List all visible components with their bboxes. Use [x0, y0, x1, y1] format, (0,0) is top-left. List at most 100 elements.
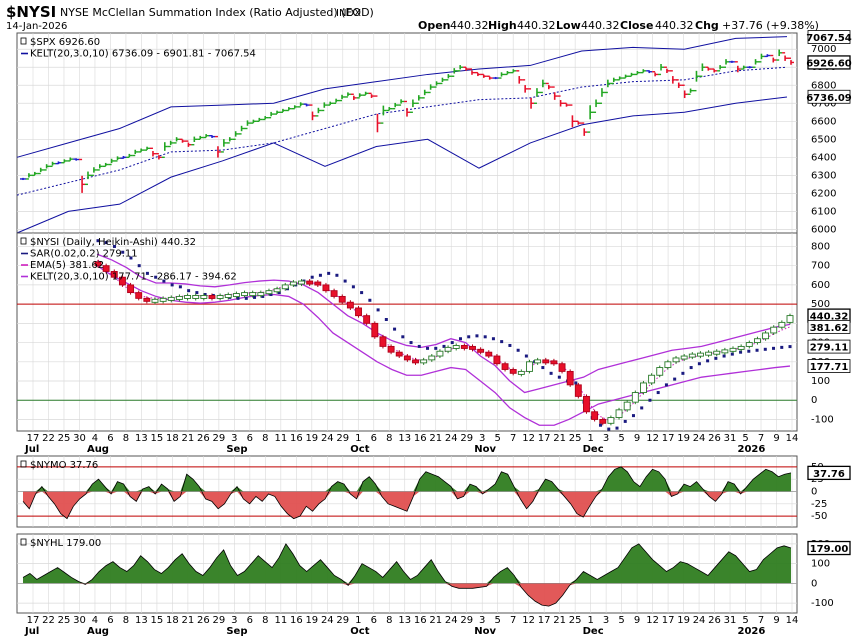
- sar-dot: [722, 354, 726, 358]
- legend-icon-nysi: [20, 237, 27, 245]
- x-day-label: 6: [247, 433, 253, 444]
- candle-body: [664, 361, 672, 369]
- chg-value: +37.76 (+9.38%): [722, 19, 819, 32]
- sar-dot: [112, 244, 116, 248]
- candle-body: [460, 345, 468, 349]
- sar-dot: [203, 293, 207, 297]
- x-day-label: 12: [646, 433, 659, 444]
- candle-body: [485, 351, 493, 357]
- candle-body: [403, 355, 411, 361]
- sar-dot: [557, 375, 561, 379]
- x-month-label: Sep: [226, 444, 247, 455]
- price-tag-nyhl: [807, 540, 851, 556]
- x-day-label: 5: [618, 615, 624, 626]
- sar-dot: [755, 348, 759, 352]
- candle-body: [648, 374, 656, 384]
- candle-body: [786, 315, 794, 323]
- x-day-label: 26: [197, 433, 210, 444]
- x-day-label: 9: [634, 433, 640, 444]
- sar-dot: [129, 256, 133, 260]
- x-day-label: 5: [742, 433, 748, 444]
- legend-entry-nymo: $NYMO 37.76: [30, 460, 98, 471]
- x-month-label: Aug: [87, 626, 109, 637]
- candle-body: [753, 338, 761, 344]
- kelt-upper-line: [96, 253, 791, 394]
- candle-body: [607, 417, 615, 424]
- sar-dot: [500, 340, 504, 344]
- x-day-label: 8: [123, 615, 129, 626]
- y-tick-label-nymo: 0: [811, 487, 817, 498]
- sar-dot: [104, 241, 108, 245]
- candle-body: [477, 348, 485, 353]
- x-day-label: 16: [414, 433, 427, 444]
- candle-body: [412, 359, 419, 364]
- x-day-label: 1: [355, 433, 361, 444]
- sar-dot: [178, 285, 182, 289]
- sar-dot: [467, 335, 471, 339]
- candle-body: [688, 353, 696, 358]
- price-tag-spx: [807, 89, 851, 104]
- candle-body: [737, 345, 745, 350]
- x-day-label: 3: [479, 433, 485, 444]
- candle-body: [501, 363, 509, 370]
- sar-dot: [524, 354, 528, 358]
- low-value: 440.32: [581, 19, 620, 32]
- candle-body: [558, 363, 566, 372]
- legend-entry-spx: KELT(20,3.0,10) 6736.09 - 6901.81 - 7067…: [30, 49, 256, 60]
- x-day-label: 1: [587, 615, 593, 626]
- x-day-label: 5: [495, 433, 501, 444]
- x-day-label: 3: [479, 615, 485, 626]
- candle-body: [118, 276, 126, 286]
- x-day-label: 11: [274, 615, 287, 626]
- legend-entry-nysi: $NYSI (Daily, Heikin-Ashi) 440.32: [30, 237, 196, 248]
- sar-dot: [426, 346, 430, 350]
- legend-entry-nysi: KELT(20,3.0,10) 177.71 - 286.17 - 394.62: [30, 272, 237, 283]
- candle-body: [542, 359, 550, 364]
- oscillator-line: [22, 466, 792, 520]
- sar-dot: [631, 414, 635, 418]
- kelt-lower-line: [16, 96, 788, 234]
- y-tick-label-spx: 6600: [811, 116, 836, 127]
- sar-dot: [310, 275, 314, 279]
- high-value: 440.32: [517, 19, 556, 32]
- x-month-label: Sep: [226, 626, 247, 637]
- panel-frame-spx: [16, 32, 798, 234]
- sar-dot: [384, 318, 388, 322]
- sar-dot: [640, 406, 644, 410]
- sar-dot: [236, 296, 240, 300]
- price-tag-nysi: [807, 339, 851, 354]
- kelt-upper-line: [16, 36, 788, 158]
- sar-dot: [121, 250, 125, 254]
- x-day-label: 19: [305, 433, 318, 444]
- x-month-label: Dec: [583, 444, 604, 455]
- x-day-label: 13: [135, 615, 148, 626]
- x-day-label: 5: [618, 433, 624, 444]
- negative-area: [23, 491, 791, 519]
- x-day-label: 3: [603, 615, 609, 626]
- x-day-label: 5: [495, 615, 501, 626]
- candle-body: [574, 384, 582, 397]
- candle-body: [143, 297, 151, 302]
- price-tag-label-nysi: 177.71: [810, 362, 849, 373]
- x-day-label: 12: [522, 615, 535, 626]
- x-day-label: 21: [429, 615, 442, 626]
- candle-body: [94, 261, 102, 267]
- sar-dot: [368, 298, 372, 302]
- x-day-label: 15: [151, 433, 164, 444]
- price-tag-spx: [807, 55, 851, 70]
- close-value: 440.32: [655, 19, 694, 32]
- x-day-label: 29: [460, 615, 473, 626]
- candle-body: [721, 349, 729, 354]
- candle-body: [729, 347, 737, 352]
- candle-body: [436, 350, 444, 357]
- sar-dot: [763, 347, 767, 351]
- sar-dot: [195, 291, 199, 295]
- legend-entry-spx: $SPX 6926.60: [30, 37, 100, 48]
- x-day-label: 21: [182, 433, 195, 444]
- x-day-label: 9: [773, 615, 779, 626]
- x-month-label: Jul: [24, 444, 39, 455]
- candle-body: [289, 281, 297, 286]
- sar-dot: [706, 359, 710, 363]
- candle-body: [338, 295, 346, 303]
- candle-body: [493, 355, 501, 365]
